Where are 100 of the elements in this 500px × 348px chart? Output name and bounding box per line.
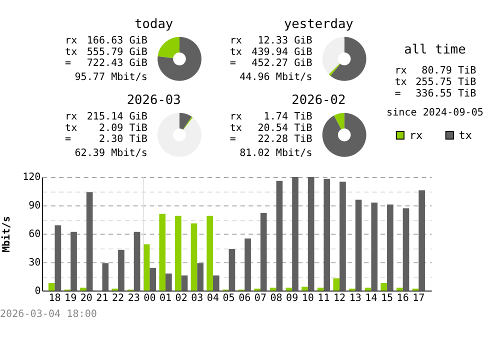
donut-slice (158, 36, 180, 58)
bar (396, 288, 403, 291)
text: 22.28 TiB (258, 134, 312, 146)
chart-title: today (134, 16, 174, 32)
chart-title: yesterday (284, 16, 354, 32)
bar (48, 283, 55, 291)
text: 44.96 Mbit/s (240, 72, 312, 83)
text: rx (394, 66, 407, 77)
text: 81.02 Mbit/s (240, 148, 312, 159)
bar (244, 238, 251, 291)
y-tick-label: 120 (22, 172, 41, 184)
text: tx (230, 46, 242, 58)
text: rx (65, 111, 78, 122)
text: 2026-03-04 18:00 (0, 309, 97, 320)
bar (270, 288, 276, 291)
bar (54, 225, 62, 291)
text: 336.55 TiB (416, 88, 476, 100)
text: 12.33 GiB (258, 35, 312, 46)
x-tick-label: 14 (365, 293, 378, 304)
bar (324, 178, 330, 291)
text: = (230, 134, 236, 146)
text: all time (404, 42, 466, 58)
bar (102, 263, 109, 291)
chart-title: 2026-03 (126, 92, 181, 108)
bar (175, 216, 182, 291)
text: 439.94 GiB (252, 46, 312, 58)
bar (80, 288, 86, 291)
text: 452.27 GiB (252, 58, 312, 70)
text: 215.14 GiB (86, 111, 148, 122)
bar (118, 250, 124, 291)
text: = (65, 58, 72, 70)
donut-slice (334, 112, 344, 130)
bar (317, 288, 324, 291)
bar (292, 177, 298, 291)
bar (86, 192, 93, 291)
bar (340, 182, 346, 291)
donut-slice (328, 63, 340, 76)
x-tick-label: 01 (159, 293, 172, 304)
bar (197, 263, 204, 291)
text: 166.63 GiB (86, 35, 148, 46)
text: tx (65, 46, 78, 58)
donut-slice (330, 36, 366, 81)
donut-slice (322, 36, 344, 74)
text: rx (230, 111, 242, 122)
x-tick-label: 07 (254, 293, 267, 304)
bar (418, 190, 425, 291)
bar (181, 275, 188, 291)
x-tick-label: 20 (80, 293, 92, 304)
x-tick-label: 00 (144, 293, 156, 304)
x-tick-label: 18 (48, 293, 61, 304)
bar (286, 288, 292, 291)
text: 1.74 TiB (264, 111, 312, 122)
text: 722.43 GiB (86, 58, 148, 70)
text: tx (230, 122, 242, 134)
bar (402, 208, 410, 291)
x-tick-label: 15 (380, 293, 394, 304)
x-tick-label: 08 (270, 293, 282, 304)
text: = (65, 134, 72, 146)
text: = (394, 88, 401, 100)
bar (308, 177, 314, 291)
text: = (230, 58, 236, 70)
bar (387, 204, 394, 291)
text: since 2024-09-05 (386, 108, 484, 119)
chart-title: 2026-02 (292, 92, 346, 108)
y-tick-label: 60 (28, 229, 41, 240)
bar (134, 232, 140, 291)
legend-label: tx (458, 128, 472, 142)
bar (190, 223, 198, 291)
donut-slice (183, 116, 193, 130)
donut-slice (158, 112, 202, 157)
x-tick-label: 05 (222, 293, 235, 304)
text: 95.77 Mbit/s (74, 72, 148, 83)
text: 2.09 TiB (98, 122, 148, 134)
x-tick-label: 04 (206, 293, 220, 304)
text: rx (65, 35, 78, 46)
x-tick-label: 11 (318, 293, 330, 304)
x-tick-label: 16 (396, 293, 409, 304)
x-tick-label: 10 (302, 293, 314, 304)
bar (70, 232, 77, 291)
text: 20.54 TiB (258, 122, 312, 134)
x-tick-label: 23 (128, 293, 140, 304)
x-tick-label: 22 (112, 293, 124, 304)
text: tx (65, 122, 78, 134)
bar (276, 180, 283, 291)
y-axis-title: Mbit/s (0, 216, 13, 252)
bar (150, 268, 156, 291)
text: 62.39 Mbit/s (74, 148, 148, 159)
donut-slice (179, 112, 192, 130)
x-tick-label: 12 (333, 293, 346, 304)
bar (206, 216, 213, 291)
bar (212, 275, 220, 291)
x-tick-label: 06 (238, 293, 251, 304)
x-tick-label: 09 (286, 293, 298, 304)
text: 255.75 TiB (416, 77, 476, 88)
text: 2.30 TiB (98, 134, 148, 146)
x-tick-label: 13 (349, 293, 362, 304)
bar (380, 283, 388, 291)
bar (371, 202, 378, 291)
text: 80.79 TiB (422, 66, 476, 77)
legend-label: rx (409, 128, 423, 142)
